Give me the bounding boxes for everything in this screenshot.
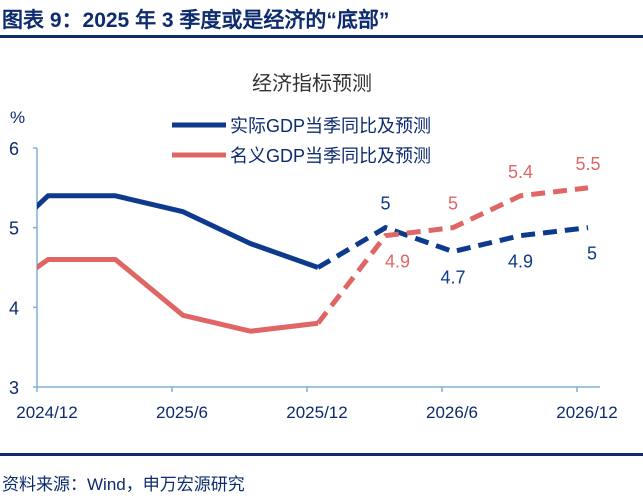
x-tick-label: 2025/6 bbox=[156, 403, 208, 422]
data-label: 4.9 bbox=[385, 252, 410, 272]
y-tick-label: 5 bbox=[9, 219, 19, 239]
figure-title: 图表 9：2025 年 3 季度或是经济的“底部” bbox=[2, 9, 390, 32]
data-label: 4.9 bbox=[508, 252, 533, 272]
series-line-forecast-1 bbox=[316, 185, 589, 325]
y-tick-label: 4 bbox=[9, 298, 19, 318]
source-note: 资料来源：Wind，申万宏源研究 bbox=[2, 475, 245, 494]
data-label: 5 bbox=[587, 244, 597, 264]
y-tick-label: 6 bbox=[9, 139, 19, 159]
footer-divider bbox=[0, 453, 643, 456]
data-label: 5.5 bbox=[575, 154, 600, 174]
legend-label: 名义GDP当季同比及预测 bbox=[230, 146, 431, 166]
x-tick-label: 2026/6 bbox=[426, 403, 478, 422]
chart-title: 经济指标预测 bbox=[252, 72, 372, 95]
legend-label: 实际GDP当季同比及预测 bbox=[230, 116, 431, 136]
x-tick-label: 2024/12 bbox=[16, 403, 77, 422]
x-tick-label: 2025/12 bbox=[286, 403, 347, 422]
series-line-actual-1 bbox=[37, 257, 319, 334]
data-label: 4.7 bbox=[440, 268, 465, 288]
title-divider bbox=[0, 35, 643, 38]
data-label: 5 bbox=[380, 194, 390, 214]
x-tick-label: 2026/12 bbox=[556, 403, 617, 422]
series-line-actual-0 bbox=[37, 193, 319, 270]
data-label: 5 bbox=[448, 194, 458, 214]
series-line-forecast-0 bbox=[316, 224, 589, 270]
y-tick-label: 3 bbox=[9, 378, 19, 398]
y-axis-unit: % bbox=[10, 108, 25, 127]
data-label: 5.4 bbox=[508, 162, 533, 182]
